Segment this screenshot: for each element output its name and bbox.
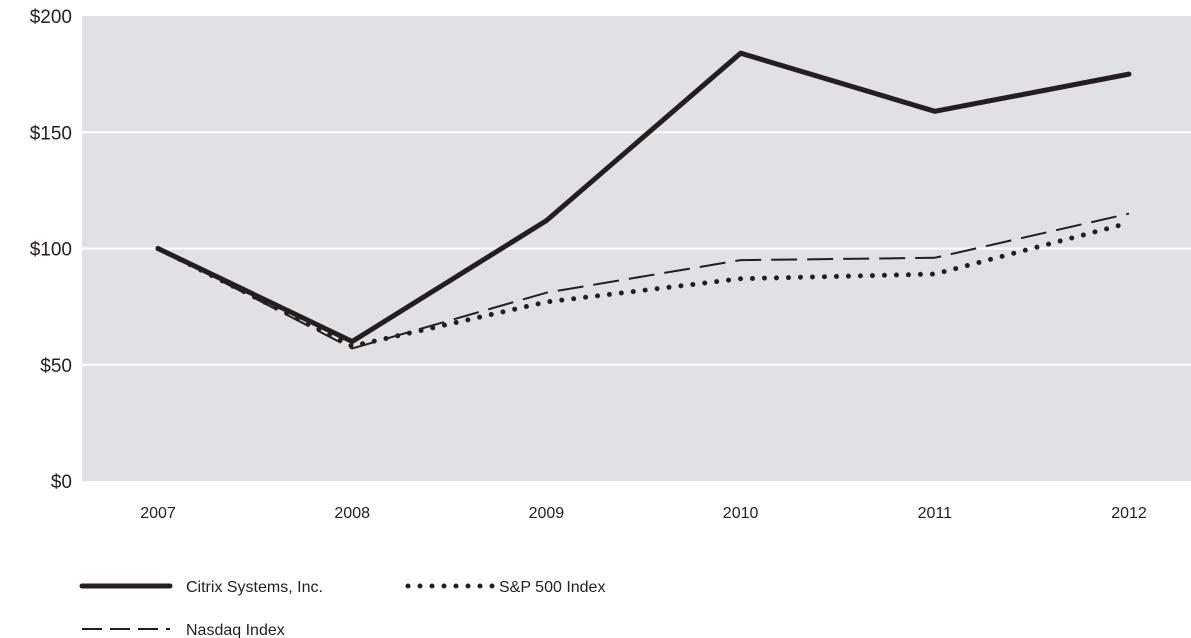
series-line-nasdaq-index — [157, 212, 1130, 350]
x-tick-label: 2011 — [918, 505, 953, 522]
series-line-s-p-500-index — [155, 220, 1132, 349]
y-axis-tick-labels: $0 $50 $100 $150 $200 — [30, 7, 72, 493]
x-tick-label: 2007 — [140, 505, 176, 522]
y-tick-label: $150 — [30, 123, 72, 144]
y-tick-label: $0 — [51, 472, 72, 493]
x-axis-tick-labels: 2007 2008 2009 2010 2011 2012 — [140, 505, 1147, 522]
series-lines — [155, 50, 1132, 350]
legend: Citrix Systems, Inc. S&P 500 Index Nasdaq … — [79, 579, 605, 638]
x-tick-label: 2009 — [529, 505, 565, 522]
x-tick-label: 2010 — [723, 505, 759, 522]
y-tick-label: $100 — [30, 240, 72, 261]
series-line-citrix-systems-inc — [155, 50, 1132, 344]
y-tick-label: $50 — [40, 356, 72, 377]
legend-label-s-p-500-index: S&P 500 Index — [499, 579, 605, 596]
x-tick-label: 2012 — [1111, 505, 1147, 522]
legend-label-nasdaq-index: Nasdaq Index — [186, 622, 285, 638]
x-tick-label: 2008 — [334, 505, 370, 522]
legend-label-citrix-systems-inc: Citrix Systems, Inc. — [186, 579, 323, 596]
y-tick-label: $200 — [30, 7, 72, 28]
gridlines — [82, 131, 1191, 366]
